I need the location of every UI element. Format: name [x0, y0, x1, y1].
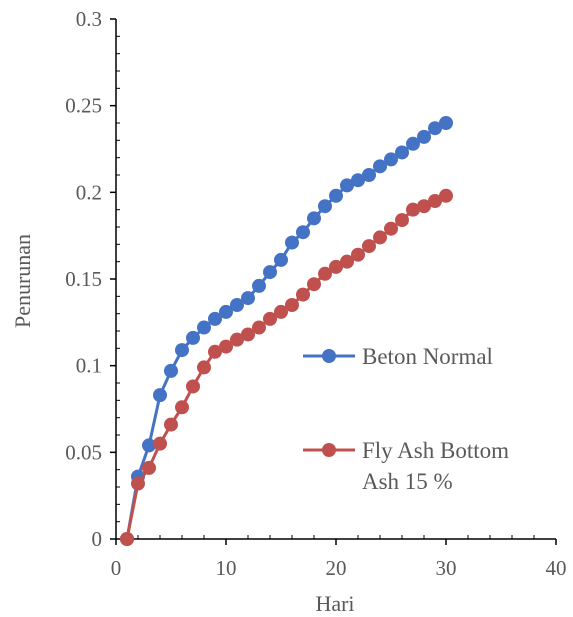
data-point: [241, 291, 255, 306]
data-point: [428, 194, 442, 208]
data-point: [329, 259, 343, 274]
data-point: [395, 145, 409, 160]
data-point: [285, 298, 299, 312]
data-point: [241, 327, 255, 342]
x-tick-label: 0: [111, 556, 122, 580]
data-point: [175, 400, 189, 415]
x-tick-label: 30: [436, 556, 457, 580]
x-tick-label: 40: [546, 556, 567, 580]
data-point: [219, 304, 233, 319]
y-tick-label: 0.2: [76, 180, 102, 204]
data-point: [208, 311, 222, 326]
data-point: [340, 254, 354, 269]
y-tick-label: 0.15: [65, 267, 102, 291]
data-point: [406, 202, 420, 217]
data-point: [197, 360, 211, 375]
legend-label: Fly Ash Bottom: [362, 438, 509, 463]
data-point: [428, 121, 442, 136]
x-axis-title: Hari: [315, 591, 354, 616]
data-point: [230, 298, 244, 312]
data-point: [274, 252, 288, 267]
data-point: [406, 136, 420, 151]
legend-entry-2: Fly Ash Bottom Ash 15 %: [303, 438, 509, 494]
data-point: [186, 330, 200, 345]
data-point: [263, 265, 277, 280]
data-point: [439, 116, 453, 130]
data-point: [362, 239, 376, 254]
data-point: [164, 417, 178, 432]
data-point: [263, 311, 277, 326]
data-point: [142, 460, 156, 475]
data-point: [417, 199, 431, 214]
data-point: [230, 332, 244, 347]
data-point: [318, 199, 332, 214]
data-point: [307, 277, 321, 292]
data-point: [384, 152, 398, 167]
data-point: [120, 532, 134, 546]
data-point: [395, 213, 409, 228]
data-point: [186, 379, 200, 394]
data-point: [252, 320, 266, 335]
y-tick-label: 0.25: [65, 94, 102, 118]
legend-label: Ash 15 %: [362, 469, 453, 494]
data-point: [384, 221, 398, 236]
series-1: [120, 116, 453, 546]
y-tick-label: 0.3: [76, 7, 102, 31]
legend-marker: [322, 349, 336, 363]
data-point: [362, 168, 376, 182]
y-tick-label: 0: [92, 527, 103, 551]
data-point: [208, 344, 222, 359]
data-point: [296, 287, 310, 302]
data-point: [285, 235, 299, 250]
series-2: [120, 188, 453, 546]
data-point: [351, 173, 365, 188]
data-point: [175, 343, 189, 358]
data-point: [373, 230, 387, 245]
data-point: [164, 363, 178, 378]
data-point: [142, 438, 156, 453]
data-point: [439, 188, 453, 203]
data-point: [131, 476, 145, 491]
data-point: [274, 304, 288, 319]
data-point: [318, 266, 332, 281]
data-point: [373, 159, 387, 174]
data-point: [219, 339, 233, 354]
series-layer: [120, 116, 453, 546]
y-tick-label: 0.05: [65, 440, 102, 464]
legend: Beton Normal Fly Ash Bottom Ash 15 %: [303, 344, 509, 494]
y-tick-label: 0.1: [76, 354, 102, 378]
axes: 0 0.05 0.1 0.15 0.2 0.25 0.3 0 10 20 30 40 Hari Penur…: [10, 7, 567, 616]
data-point: [307, 211, 321, 226]
x-tick-label: 20: [326, 556, 347, 580]
data-point: [296, 225, 310, 240]
y-axis-title: Penurunan: [10, 234, 35, 328]
legend-entry-1: Beton Normal: [303, 344, 493, 369]
data-point: [197, 320, 211, 335]
data-point: [340, 178, 354, 193]
data-point: [153, 436, 167, 451]
data-point: [351, 247, 365, 262]
legend-label: Beton Normal: [362, 344, 493, 369]
data-point: [153, 388, 167, 403]
data-point: [417, 129, 431, 144]
data-point: [329, 188, 343, 203]
data-point: [252, 278, 266, 293]
x-tick-label: 10: [216, 556, 237, 580]
legend-marker: [322, 443, 336, 457]
